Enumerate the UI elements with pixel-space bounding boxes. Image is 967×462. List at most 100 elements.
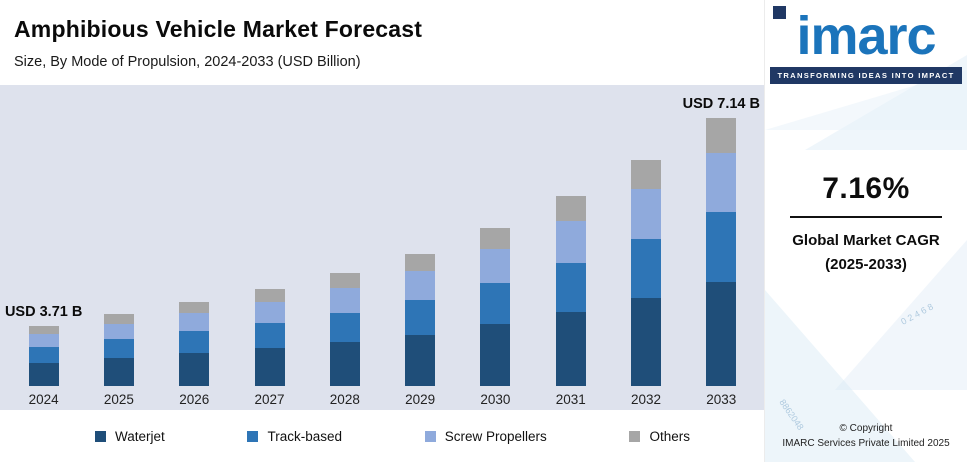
bar-segment-track-based <box>480 283 511 325</box>
cagr-label: Global Market CAGR (2025-2033) <box>790 229 942 277</box>
bar-segment-track-based <box>254 322 285 349</box>
bar-segment-track-based <box>28 347 59 363</box>
cagr-divider <box>790 215 942 218</box>
bar-segment-screw-propellers <box>103 323 134 340</box>
legend-item: Screw Propellers <box>424 428 547 444</box>
bar-stack <box>480 228 511 386</box>
logo-tagline: TRANSFORMING IDEAS INTO IMPACT <box>770 66 962 84</box>
bar-column: USD 3.71 B 2024 <box>4 85 83 410</box>
legend-item: Waterjet <box>95 429 165 444</box>
logo-square-dot-icon <box>773 6 787 19</box>
bar-segment-screw-propellers <box>28 333 59 347</box>
legend-label: Screw Propellers <box>444 428 547 444</box>
legend-label: Others <box>649 428 690 444</box>
imarc-logo: imarc TRANSFORMING IDEAS INTO IMPACT <box>770 6 962 84</box>
bar-column: 2031 <box>534 85 608 410</box>
x-axis-label: 2027 <box>254 391 285 407</box>
cagr-label-line2: (2025-2033) <box>825 255 907 273</box>
bar-column: 2028 <box>308 85 382 410</box>
bar-segment-screw-propellers <box>555 220 586 263</box>
bar-segment-screw-propellers <box>405 271 436 301</box>
bar-segment-others <box>28 325 59 334</box>
bar-segment-waterjet <box>179 353 210 386</box>
x-axis-label: 2025 <box>103 391 134 407</box>
bar-segment-track-based <box>179 331 210 354</box>
bar-segment-waterjet <box>480 324 511 386</box>
bar-segment-track-based <box>555 262 586 312</box>
x-axis-label: 2024 <box>28 391 59 407</box>
bar-segment-screw-propellers <box>179 312 210 332</box>
bar-segment-others <box>329 273 360 288</box>
copyright-line2: IMARC Services Private Limited 2025 <box>782 438 950 449</box>
bar-segment-waterjet <box>28 362 59 386</box>
bar-segment-others <box>631 159 662 190</box>
chart-header: Amphibious Vehicle Market Forecast Size,… <box>0 0 765 70</box>
cagr-value: 7.16% <box>822 171 910 205</box>
legend-item: Track-based <box>247 429 342 444</box>
legend-swatch-others <box>629 430 641 442</box>
bar-stack <box>28 325 59 386</box>
bar-segment-waterjet <box>254 348 285 386</box>
sidebar-watermark-graphic: 0 2 4 6 8 8862048 <box>765 55 967 462</box>
bar-segment-track-based <box>706 211 737 282</box>
copyright: © Copyright IMARC Services Private Limit… <box>765 421 967 451</box>
x-axis-label: 2033 <box>706 391 737 407</box>
bar-stack <box>706 118 737 386</box>
bar-column: 2026 <box>157 85 231 410</box>
bar-segment-track-based <box>405 300 436 335</box>
chart-section: Amphibious Vehicle Market Forecast Size,… <box>0 0 765 462</box>
x-axis-label: 2031 <box>555 391 586 407</box>
x-axis-label: 2028 <box>329 391 360 407</box>
x-axis-label: 2026 <box>179 391 210 407</box>
bar-segment-others <box>405 254 436 272</box>
bar-segment-track-based <box>631 239 662 298</box>
bar-stack <box>405 254 436 386</box>
x-axis-label: 2032 <box>630 391 662 407</box>
x-axis-label: 2030 <box>480 391 511 407</box>
legend-label: Track-based <box>267 428 342 444</box>
copyright-line1: © Copyright <box>839 423 893 434</box>
bar-segment-waterjet <box>555 312 586 386</box>
bar-column: 2025 <box>82 85 156 410</box>
bar-segment-others <box>480 228 511 249</box>
bar-segment-screw-propellers <box>480 248 511 284</box>
bar-segment-screw-propellers <box>631 189 662 240</box>
bar-segment-screw-propellers <box>706 153 737 212</box>
bar-segment-others <box>179 302 210 313</box>
bar-segment-others <box>254 289 285 302</box>
bar-segment-waterjet <box>329 342 360 386</box>
logo-wordmark: imarc <box>796 6 936 66</box>
page-subtitle: Size, By Mode of Propulsion, 2024-2033 (… <box>14 54 361 70</box>
bar-segment-others <box>555 196 586 221</box>
bar-stack <box>254 289 285 386</box>
bar-segment-screw-propellers <box>254 301 285 323</box>
page-title: Amphibious Vehicle Market Forecast <box>14 16 423 42</box>
bar-stack <box>555 196 586 386</box>
legend-swatch-waterjet <box>95 430 106 442</box>
legend-item: Others <box>629 429 690 444</box>
plot-area: USD 3.71 B 2024 2025 2026 2027 2028 2029 2030 20… <box>0 85 765 410</box>
x-axis-label: 2029 <box>405 391 436 407</box>
legend-swatch-screw-propellers <box>424 430 436 442</box>
bar-segment-waterjet <box>405 334 436 386</box>
legend-swatch-track-based <box>247 430 259 442</box>
bar-column: 2027 <box>233 85 307 410</box>
bar-value-label: USD 7.14 B <box>682 96 760 113</box>
bar-column: 2032 <box>609 85 683 410</box>
cagr-label-line1: Global Market CAGR <box>792 231 940 249</box>
bar-segment-track-based <box>329 312 360 342</box>
bar-segment-screw-propellers <box>329 287 360 313</box>
bar-stack <box>329 273 360 386</box>
bar-segment-waterjet <box>706 281 737 386</box>
bar-segment-track-based <box>103 339 134 358</box>
legend: Waterjet Track-based Screw Propellers Other… <box>95 410 690 462</box>
bar-segment-waterjet <box>631 297 662 386</box>
bar-value-label: USD 3.71 B <box>4 303 83 320</box>
bar-segment-others <box>706 118 737 154</box>
bar-column: USD 7.14 B 2033 <box>682 85 760 410</box>
bar-stack <box>103 314 134 386</box>
cagr-block: 7.16% Global Market CAGR (2025-2033) <box>790 172 942 277</box>
brand-sidebar: 0 2 4 6 8 8862048 imarc TRANSFORMING IDE… <box>765 0 967 462</box>
bar-stack <box>179 302 210 386</box>
